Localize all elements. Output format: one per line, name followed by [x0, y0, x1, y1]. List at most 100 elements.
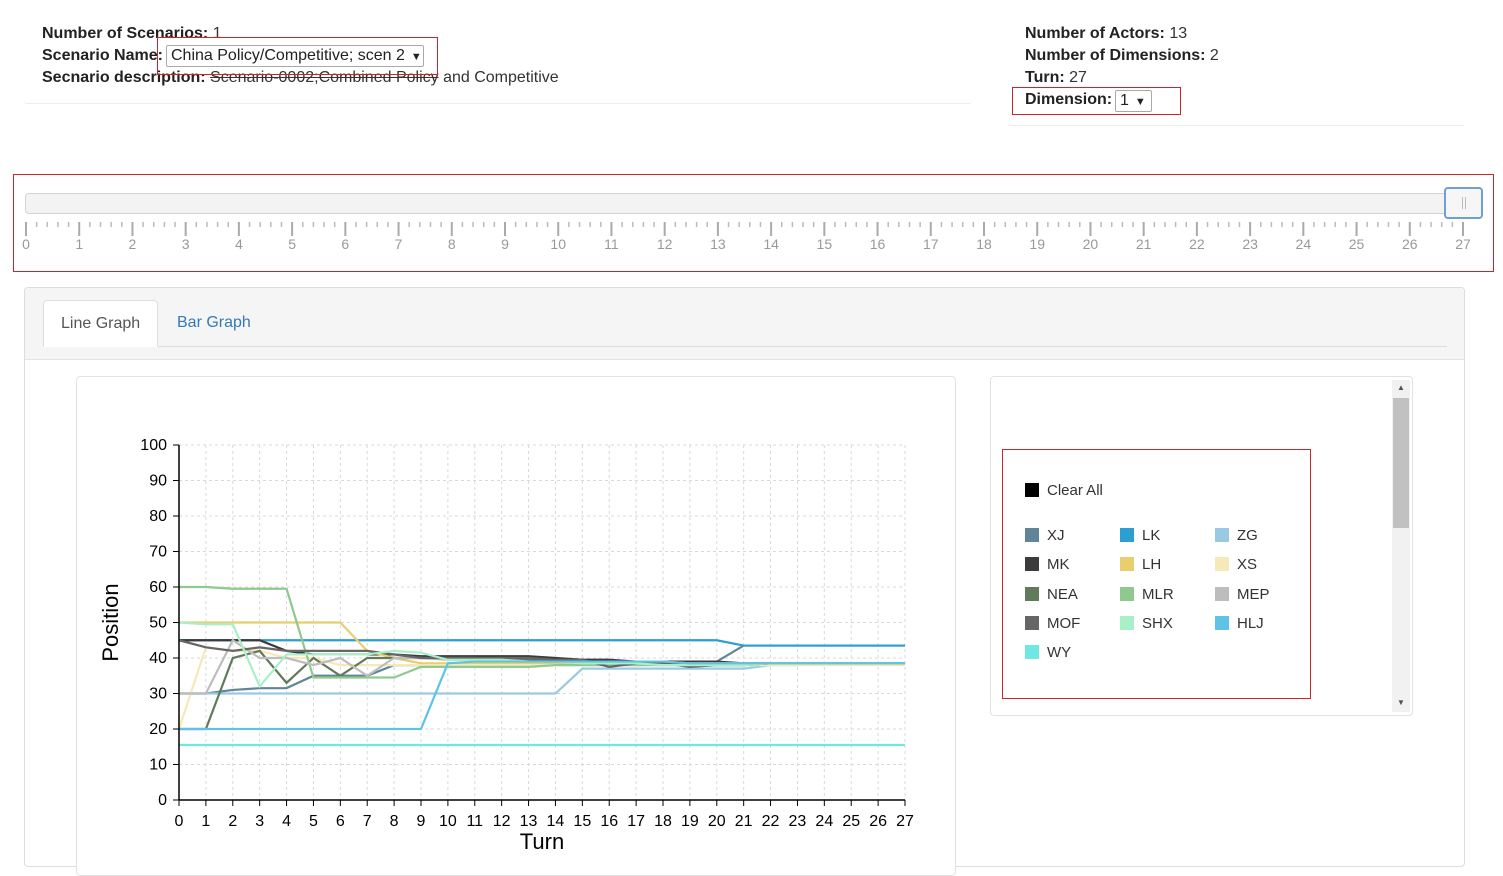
x-tick-label: 12 [493, 813, 511, 830]
model-info-panel: Number of Actors: 13 Number of Dimension… [1008, 20, 1465, 126]
description-row: Secnario description: Scenario-0002;Comb… [42, 67, 559, 89]
legend-label: LK [1142, 527, 1161, 544]
slider-tick-label: 12 [656, 236, 673, 252]
slider-tick-label: 15 [816, 236, 833, 252]
slider-tick-label: 6 [341, 236, 350, 252]
legend-item-mk[interactable]: MK [1025, 557, 1070, 573]
num-actors-value: 13 [1169, 25, 1188, 42]
x-tick-label: 27 [896, 813, 914, 830]
turn-slider-handle[interactable] [1444, 187, 1483, 219]
x-tick-label: 2 [228, 813, 237, 830]
x-tick-label: 20 [708, 813, 726, 830]
turn-slider-ticks [25, 222, 1464, 236]
x-tick-label: 11 [466, 813, 483, 830]
slider-tick-label: 16 [869, 236, 886, 252]
line-chart: 0 1 2 3 4 5 6 7 8 9 10 11 12 13 14 15 16 17 18 19 20 21 22 23 24… [98, 437, 914, 854]
slider-tick-label: 24 [1295, 236, 1312, 252]
legend-clear-all[interactable]: Clear All [1025, 483, 1103, 499]
series-line-xj[interactable] [179, 644, 905, 695]
legend-label: MLR [1142, 586, 1174, 603]
legend-label: NEA [1047, 586, 1078, 603]
legend-item-xj[interactable]: XJ [1025, 528, 1065, 544]
slider-tick-label: 8 [447, 236, 456, 252]
legend-highlight [1002, 449, 1311, 699]
tab-bar-graph[interactable]: Bar Graph [177, 314, 251, 331]
slider-tick-label: 9 [501, 236, 509, 252]
x-tick-label: 3 [255, 813, 264, 830]
chevron-down-icon: ▼ [1134, 96, 1146, 108]
legend-swatch [1120, 587, 1134, 601]
x-tick-label: 24 [815, 813, 833, 830]
clear-all-swatch [1025, 483, 1039, 497]
slider-tick-label: 3 [181, 236, 190, 252]
slider-tick-label: 13 [710, 236, 726, 252]
legend-item-zg[interactable]: ZG [1215, 528, 1258, 544]
legend-label: XS [1237, 556, 1258, 573]
legend-item-nea[interactable]: NEA [1025, 587, 1078, 603]
scenario-info-panel: Number of Scenarios: 1 Scenario Name: Se… [24, 20, 972, 104]
x-tick-label: 6 [336, 813, 345, 830]
legend-item-lh[interactable]: LH [1120, 557, 1161, 573]
legend-item-shx[interactable]: SHX [1120, 616, 1173, 632]
legend-item-mof[interactable]: MOF [1025, 616, 1080, 632]
y-tick-label: 20 [149, 721, 167, 738]
series-line-hlj[interactable] [179, 660, 905, 731]
dimension-highlight [1012, 87, 1181, 115]
y-tick-label: 90 [149, 473, 167, 490]
slider-tick-label: 22 [1189, 236, 1205, 252]
scroll-down-icon[interactable]: ▼ [1397, 698, 1405, 707]
x-tick-label: 19 [681, 813, 699, 830]
x-tick-label: 4 [282, 813, 291, 830]
slider-tick-label: 18 [976, 236, 992, 252]
x-tick-label: 22 [762, 813, 780, 830]
legend-scroll-thumb[interactable] [1393, 398, 1409, 528]
slider-tick-label: 20 [1082, 236, 1099, 252]
slider-tick-label: 0 [22, 236, 30, 252]
y-tick-label: 80 [149, 508, 167, 525]
legend-item-xs[interactable]: XS [1215, 557, 1257, 573]
y-tick-label: 100 [140, 437, 167, 454]
x-tick-label: 8 [390, 813, 399, 830]
slider-tick-label: 11 [604, 236, 619, 252]
slider-tick-label: 27 [1455, 236, 1471, 252]
series-line-lk[interactable] [179, 639, 905, 647]
legend-item-mep[interactable]: MEP [1215, 587, 1270, 603]
num-actors-label: Number of Actors: [1025, 25, 1165, 42]
slider-tick-label: 17 [922, 236, 939, 252]
scenario-name-select[interactable]: China Policy/Competitive; scen 2 ▼ [166, 45, 424, 67]
tab-line-graph[interactable]: Line Graph [43, 300, 159, 347]
legend-label: LH [1142, 556, 1162, 573]
dimension-row: Dimension: [1025, 89, 1112, 111]
legend-swatch [1025, 587, 1039, 601]
legend-label: MK [1047, 556, 1070, 573]
legend-item-hlj[interactable]: HLJ [1215, 616, 1264, 632]
series-line-shx[interactable] [178, 621, 905, 689]
legend-swatch [1215, 587, 1229, 601]
y-tick-label: 30 [149, 686, 167, 703]
num-scenarios-value: 1 [212, 25, 222, 42]
num-actors-row: Number of Actors: 13 [1025, 23, 1187, 45]
description-value-rest: and Competitive [438, 69, 559, 86]
scenario-name-label: Scenario Name: [42, 47, 163, 64]
legend-swatch [1215, 528, 1229, 542]
x-tick-label: 17 [627, 813, 645, 830]
dimension-select[interactable]: 1 ▼ [1115, 90, 1152, 112]
turn-value: 27 [1069, 69, 1087, 86]
series-line-zg[interactable] [179, 662, 905, 695]
y-tick-label: 50 [149, 615, 167, 632]
legend-item-wy[interactable]: WY [1025, 645, 1071, 661]
x-tick-label: 14 [547, 813, 565, 830]
scroll-up-icon[interactable]: ▲ [1397, 383, 1405, 392]
x-tick-label: 18 [654, 813, 672, 830]
legend-swatch [1025, 645, 1039, 659]
legend-swatch [1215, 557, 1229, 571]
y-tick-label: 40 [149, 650, 167, 667]
slider-tick-label: 7 [394, 236, 403, 252]
legend-item-lk[interactable]: LK [1120, 528, 1160, 544]
line-chart-panel [76, 376, 956, 876]
legend-item-mlr[interactable]: MLR [1120, 587, 1174, 603]
x-tick-label: 21 [735, 813, 753, 830]
y-axis-label: Position [98, 583, 123, 661]
num-dimensions-row: Number of Dimensions: 2 [1025, 45, 1219, 67]
legend-swatch [1025, 557, 1039, 571]
